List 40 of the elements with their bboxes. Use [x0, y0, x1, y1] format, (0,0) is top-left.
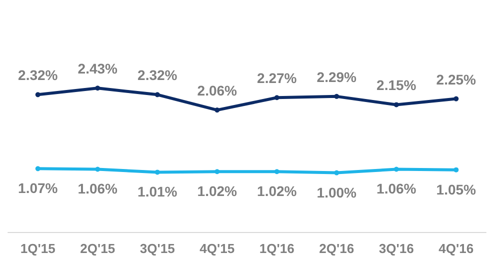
- x-tick-label: 4Q'16: [438, 241, 474, 256]
- point: [454, 96, 459, 102]
- data-label: 2.25%: [436, 71, 477, 88]
- point: [95, 86, 100, 91]
- data-label: 2.06%: [197, 82, 238, 99]
- point: [394, 102, 399, 108]
- point: [334, 170, 340, 176]
- data-label: 1.00%: [316, 184, 358, 200]
- point: [334, 94, 340, 99]
- point: [274, 95, 280, 100]
- data-label: 2.32%: [18, 67, 58, 84]
- data-label: 2.43%: [78, 60, 118, 77]
- point: [274, 169, 280, 174]
- x-tick-label: 2Q'15: [80, 241, 116, 256]
- point: [154, 92, 160, 98]
- point: [214, 169, 220, 174]
- data-label: 2.32%: [138, 67, 178, 84]
- data-label: 2.27%: [257, 70, 298, 86]
- x-tick-label: 4Q'15: [200, 241, 235, 256]
- point: [454, 167, 459, 172]
- data-label: 1.06%: [78, 180, 118, 197]
- data-label: 1.05%: [436, 181, 477, 198]
- data-label: 1.02%: [257, 183, 298, 200]
- point: [35, 166, 40, 172]
- x-tick-label: 2Q'16: [319, 241, 354, 256]
- point: [95, 166, 100, 172]
- data-label: 2.15%: [376, 77, 417, 94]
- point: [35, 92, 40, 98]
- point: [394, 166, 399, 172]
- data-label: 1.06%: [376, 180, 417, 197]
- data-label: 2.29%: [316, 68, 358, 85]
- x-tick-label: 1Q'16: [259, 241, 294, 256]
- data-label: 1.07%: [18, 180, 58, 196]
- x-tick-label: 1Q'15: [20, 241, 56, 256]
- point: [154, 170, 160, 175]
- x-tick-label: 3Q'15: [140, 241, 175, 256]
- data-label: 1.02%: [197, 183, 238, 200]
- point: [214, 108, 220, 113]
- x-tick-label: 3Q'16: [378, 241, 414, 256]
- data-label: 1.01%: [138, 184, 178, 200]
